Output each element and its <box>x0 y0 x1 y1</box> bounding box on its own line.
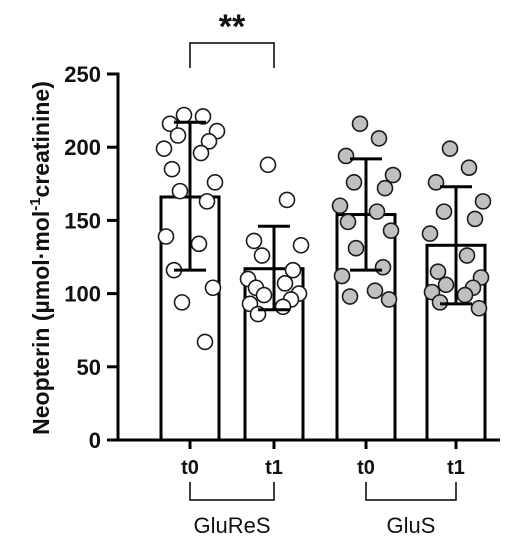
y-axis-title: Neopterin (µmol·mol-1creatinine) <box>27 81 54 435</box>
y-tick-label: 150 <box>64 208 101 233</box>
data-point <box>255 286 273 304</box>
y-tick-label: 50 <box>77 355 101 380</box>
y-axis-title-text: Neopterin (µmol·mol-1creatinine) <box>27 81 54 435</box>
data-point <box>456 286 474 304</box>
data-point <box>374 258 392 276</box>
data-point <box>278 191 296 209</box>
y-axis-title-main: Neopterin (µmol·mol <box>28 211 54 435</box>
data-points <box>155 106 492 351</box>
data-point <box>368 203 386 220</box>
data-point <box>276 275 294 292</box>
data-point <box>347 239 365 257</box>
data-point <box>173 294 191 311</box>
error-bars <box>174 120 472 312</box>
data-point <box>331 197 349 215</box>
data-point <box>441 140 459 157</box>
data-point <box>333 267 351 285</box>
data-point <box>259 156 277 174</box>
data-point <box>382 222 400 239</box>
data-point <box>194 108 212 125</box>
significance-bracket <box>189 42 275 68</box>
data-point <box>190 235 208 253</box>
data-point <box>245 232 263 250</box>
data-point <box>458 247 476 264</box>
group-bracket <box>189 482 275 501</box>
data-point <box>157 228 175 245</box>
x-tick-label: t0 <box>357 457 375 479</box>
data-point <box>155 140 173 157</box>
data-point <box>337 147 355 165</box>
axis-labels: t0 t1 t0 t1 GluReS GluS <box>181 440 465 538</box>
data-point <box>470 299 488 317</box>
y-tick-label: 100 <box>64 282 101 307</box>
data-point <box>339 213 357 231</box>
data-point <box>163 160 181 178</box>
y-tick-label: 0 <box>89 428 101 453</box>
data-point <box>200 133 218 150</box>
group-label: GluReS <box>193 513 270 538</box>
data-point <box>253 247 271 264</box>
data-point <box>292 236 310 254</box>
data-point <box>198 193 216 210</box>
data-point <box>171 182 189 200</box>
data-point <box>427 174 445 191</box>
y-axis-title-tail: creatinine) <box>28 81 54 197</box>
data-point <box>380 291 398 308</box>
data-point <box>204 279 222 297</box>
x-tick-label: t1 <box>265 457 283 479</box>
y-tick-label: 200 <box>64 135 101 160</box>
x-tick-label: t1 <box>447 457 465 479</box>
data-point <box>274 298 292 316</box>
data-point <box>370 130 388 147</box>
data-point <box>284 261 302 279</box>
data-point <box>192 144 210 162</box>
data-point <box>175 106 193 124</box>
significance-label: ** <box>219 8 246 46</box>
data-point <box>366 282 384 299</box>
x-tick-label: t0 <box>181 457 199 479</box>
data-point <box>351 115 369 133</box>
group-bracket <box>365 482 457 501</box>
data-point <box>429 263 447 280</box>
data-point <box>437 276 455 294</box>
data-point <box>376 179 394 197</box>
group-label: GluS <box>387 513 436 538</box>
data-point <box>206 174 224 191</box>
data-point <box>384 166 402 184</box>
data-point <box>421 225 439 242</box>
data-point <box>466 210 484 228</box>
data-point <box>341 288 359 305</box>
y-axis-title-superscript: -1 <box>27 197 44 210</box>
data-point <box>474 193 492 210</box>
data-point <box>196 333 214 351</box>
y-tick-label: 250 <box>64 62 101 87</box>
significance-annotation: ** <box>189 8 275 68</box>
data-point <box>460 159 478 176</box>
data-point <box>169 127 187 144</box>
data-point <box>435 203 453 220</box>
data-point <box>345 174 363 191</box>
